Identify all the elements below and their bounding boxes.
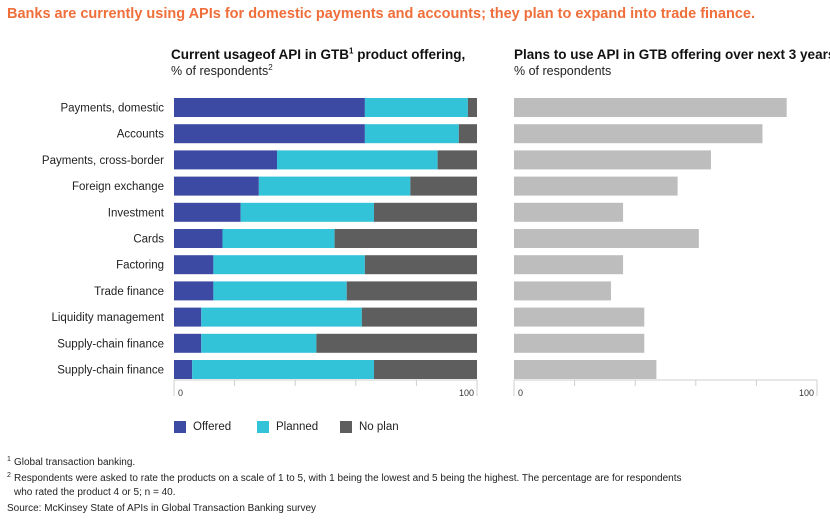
bar-offered-investment-4 [174, 202, 241, 222]
bar-no-plan-cards-5 [334, 229, 477, 248]
bar-no-plan-supply-chain-finance-9 [316, 333, 477, 353]
bar-planned-supply-chain-finance-9 [201, 333, 317, 353]
category-label-foreign-exchange-3: Foreign exchange [72, 181, 164, 193]
plans-bar-investment-4 [514, 202, 624, 222]
bar-offered-accounts-1 [174, 124, 365, 144]
bar-offered-payments-cross-border-2 [174, 150, 278, 170]
bar-offered-trade-finance-7 [174, 281, 214, 301]
plans-bar-supply-chain-finance-10 [514, 360, 657, 379]
legend-label-offered: Offered [193, 421, 232, 433]
right-chart-title: Plans to use API in GTB offering over ne… [514, 47, 830, 62]
bar-no-plan-liquidity-management-8 [361, 307, 477, 327]
plans-bar-trade-finance-7 [514, 281, 611, 301]
bar-planned-investment-4 [240, 202, 374, 222]
bar-no-plan-accounts-1 [458, 124, 477, 144]
left-chart-tick-label-0: 0 [178, 388, 183, 398]
bar-planned-factoring-6 [213, 255, 365, 275]
legend-label-planned: Planned [276, 421, 319, 433]
bar-no-plan-trade-finance-7 [346, 281, 477, 301]
footnote-2: 2 Respondents were asked to rate the prod… [7, 471, 682, 484]
left-chart-title: Current usageof API in GTB1 product offe… [171, 47, 465, 62]
plans-bar-payments-cross-border-2 [514, 150, 711, 170]
bar-planned-trade-finance-7 [213, 281, 347, 301]
bar-no-plan-payments-domestic-0 [467, 98, 477, 117]
bar-no-plan-investment-4 [373, 202, 477, 222]
left-chart-subtitle-text: % of respondents [171, 64, 269, 78]
left-chart-title-footnote-ref: 1 [349, 46, 354, 56]
right-chart-tick-label-100: 100 [799, 388, 814, 398]
left-chart-subtitle-footnote-ref: 2 [268, 62, 273, 72]
bar-offered-liquidity-management-8 [174, 307, 202, 327]
bar-offered-supply-chain-finance-9 [174, 333, 202, 353]
plans-bar-cards-5 [514, 229, 699, 248]
bar-planned-payments-cross-border-2 [277, 150, 438, 170]
category-label-trade-finance-7: Trade finance [94, 286, 164, 298]
bar-no-plan-foreign-exchange-3 [410, 176, 477, 196]
footnote-1: 1 Global transaction banking. [7, 455, 136, 468]
bar-no-plan-payments-cross-border-2 [437, 150, 477, 170]
plans-bar-accounts-1 [514, 124, 763, 144]
bar-no-plan-supply-chain-finance-10 [373, 360, 477, 379]
left-chart-tick-label-100: 100 [459, 388, 474, 398]
bar-offered-foreign-exchange-3 [174, 176, 259, 196]
plans-bar-liquidity-management-8 [514, 307, 645, 327]
right-chart-tick-label-0: 0 [518, 388, 523, 398]
category-label-factoring-6: Factoring [116, 260, 164, 272]
plans-bar-supply-chain-finance-9 [514, 333, 645, 353]
category-label-accounts-1: Accounts [117, 129, 165, 141]
category-label-supply-chain-finance-10: Supply-chain finance [57, 365, 164, 377]
bar-planned-foreign-exchange-3 [258, 176, 411, 196]
main-title: Banks are currently using APIs for domes… [7, 6, 755, 22]
bar-planned-payments-domestic-0 [364, 98, 468, 117]
legend-swatch-offered [174, 421, 186, 433]
bar-planned-cards-5 [222, 229, 335, 248]
left-chart-title-suffix: product offering, [353, 47, 466, 62]
category-label-payments-domestic-0: Payments, domestic [60, 103, 164, 115]
bar-offered-cards-5 [174, 229, 223, 248]
category-label-supply-chain-finance-9: Supply-chain finance [57, 338, 164, 350]
bar-offered-payments-domestic-0 [174, 98, 365, 117]
right-chart-subtitle: % of respondents [514, 64, 612, 78]
footnote-2-text: Respondents were asked to rate the produ… [14, 473, 682, 484]
bar-no-plan-factoring-6 [364, 255, 477, 275]
legend-label-no-plan: No plan [359, 421, 399, 433]
category-label-investment-4: Investment [108, 207, 165, 219]
bar-offered-supply-chain-finance-10 [174, 360, 193, 379]
footnote-2-continued: who rated the product 4 or 5; n = 40. [14, 487, 176, 498]
category-label-payments-cross-border-2: Payments, cross-border [42, 155, 164, 167]
plans-bar-foreign-exchange-3 [514, 176, 678, 196]
legend-item-offered: Offered [174, 421, 231, 433]
legend-swatch-no-plan [340, 421, 352, 433]
left-chart-title-text: Current usageof API in GTB [171, 47, 350, 62]
bar-planned-liquidity-management-8 [201, 307, 362, 327]
category-label-liquidity-management-8: Liquidity management [51, 312, 164, 324]
footnote-1-text: Global transaction banking. [14, 457, 136, 468]
left-chart-subtitle: % of respondents2 [171, 62, 273, 78]
bar-offered-factoring-6 [174, 255, 214, 275]
plans-bar-factoring-6 [514, 255, 624, 275]
legend-item-no-plan: No plan [340, 421, 399, 433]
category-label-cards-5: Cards [133, 234, 164, 246]
bar-planned-supply-chain-finance-10 [192, 360, 374, 379]
legend-swatch-planned [257, 421, 269, 433]
plans-bar-payments-domestic-0 [514, 98, 787, 117]
source-note: Source: McKinsey State of APIs in Global… [7, 503, 317, 514]
legend-item-planned: Planned [257, 421, 318, 433]
bar-planned-accounts-1 [364, 124, 459, 144]
